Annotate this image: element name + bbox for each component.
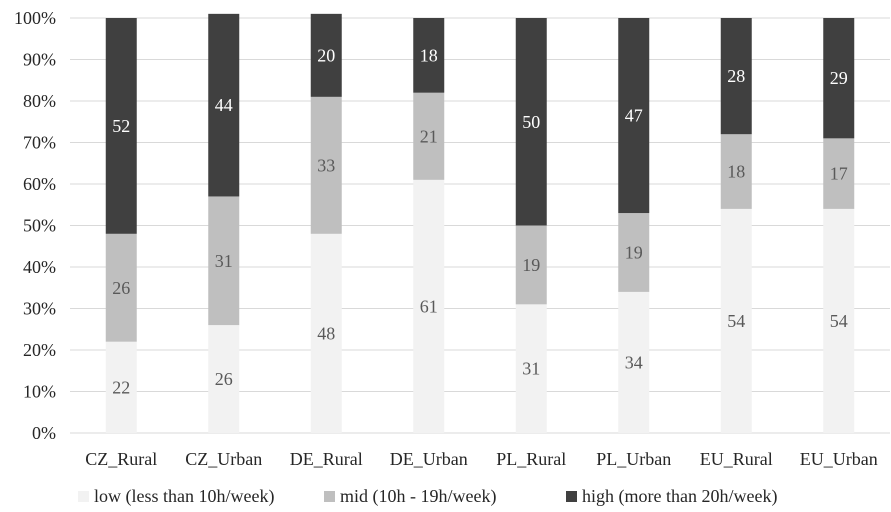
bar-segment	[720, 18, 752, 135]
data-label: 31	[215, 251, 233, 271]
data-label: 28	[727, 66, 745, 86]
y-tick-label: 30%	[23, 299, 56, 319]
bar-segment	[413, 179, 445, 433]
y-tick-label: 60%	[23, 174, 56, 194]
x-category-label: EU_Rural	[700, 449, 773, 469]
y-axis-ticks: 0% 10% 20% 30% 40% 50% 60% 70% 80% 90% 100%	[14, 8, 56, 443]
x-category-label: DE_Urban	[390, 449, 468, 469]
y-tick-label: 80%	[23, 91, 56, 111]
legend-item: low (less than 10h/week)	[78, 486, 274, 507]
data-label: 54	[727, 311, 745, 331]
bar-stack: 54 18 28	[720, 18, 752, 433]
y-tick-label: 20%	[23, 340, 56, 360]
bar-segment	[413, 18, 445, 93]
bar-segment	[823, 208, 855, 433]
x-category-label: PL_Urban	[596, 449, 671, 469]
bar-stack: 26 31 44	[208, 13, 240, 433]
data-label: 21	[420, 126, 438, 146]
y-tick-label: 70%	[23, 133, 56, 153]
data-label: 22	[112, 377, 130, 397]
x-category-label: CZ_Rural	[85, 449, 157, 469]
data-label: 48	[317, 323, 335, 343]
data-label: 54	[830, 311, 848, 331]
legend-label: mid (10h - 19h/week)	[340, 486, 496, 507]
x-category-label: DE_Rural	[290, 449, 363, 469]
bar-segment	[208, 325, 240, 433]
bar-segment	[515, 18, 547, 226]
bar-stack: 48 33 20	[310, 13, 342, 433]
data-label: 26	[215, 369, 233, 389]
data-label: 47	[625, 106, 643, 126]
bar-segment	[310, 13, 342, 97]
x-axis-categories: CZ_Rural CZ_Urban DE_Rural DE_Urban PL_Rural…	[85, 449, 877, 469]
x-category-label: PL_Rural	[496, 449, 566, 469]
bar-segment	[515, 225, 547, 305]
legend-swatch	[566, 491, 577, 502]
bar-stack: 61 21 18	[413, 18, 445, 433]
bar-segment	[105, 18, 137, 234]
data-label: 34	[625, 352, 643, 372]
bar-segment	[618, 291, 650, 433]
data-label: 18	[420, 45, 438, 65]
bar-stack: 22 26 52	[105, 18, 137, 433]
bar-segment	[823, 138, 855, 209]
x-category-label: CZ_Urban	[185, 449, 262, 469]
bar-segment	[720, 134, 752, 209]
legend-label: high (more than 20h/week)	[582, 486, 777, 507]
bar-segment	[208, 196, 240, 326]
y-tick-label: 90%	[23, 50, 56, 70]
data-label: 17	[830, 164, 848, 184]
data-label: 31	[522, 359, 540, 379]
data-label: 61	[420, 296, 438, 316]
bars: 22 26 52 26 31 44 48 33 20 61 21 18 31 19 50 34 19 47 54 18…	[105, 13, 855, 433]
bar-segment	[515, 304, 547, 433]
bar-segment	[208, 13, 240, 197]
y-tick-label: 0%	[32, 423, 56, 443]
data-label: 19	[625, 242, 643, 262]
y-tick-label: 100%	[14, 8, 56, 28]
legend-item: mid (10h - 19h/week)	[324, 486, 496, 507]
legend: low (less than 10h/week) mid (10h - 19h/w…	[78, 486, 777, 507]
data-label: 52	[112, 116, 130, 136]
bar-segment	[310, 233, 342, 433]
data-label: 26	[112, 278, 130, 298]
x-category-label: EU_Urban	[800, 449, 878, 469]
data-label: 20	[317, 45, 335, 65]
bar-segment	[105, 233, 137, 342]
bar-stack: 34 19 47	[618, 18, 650, 433]
bar-segment	[720, 208, 752, 433]
data-label: 50	[522, 112, 540, 132]
legend-swatch	[78, 491, 89, 502]
bar-segment	[618, 18, 650, 214]
y-tick-label: 50%	[23, 216, 56, 236]
legend-item: high (more than 20h/week)	[566, 486, 777, 507]
data-label: 44	[215, 95, 233, 115]
bar-stack: 31 19 50	[515, 18, 547, 433]
y-tick-label: 40%	[23, 257, 56, 277]
data-label: 33	[317, 155, 335, 175]
bar-segment	[618, 213, 650, 292]
legend-swatch	[324, 491, 335, 502]
legend-label: low (less than 10h/week)	[94, 486, 274, 507]
data-label: 19	[522, 255, 540, 275]
data-label: 29	[830, 68, 848, 88]
bar-segment	[310, 96, 342, 234]
bar-segment	[413, 92, 445, 180]
bar-segment	[105, 341, 137, 433]
bar-segment	[823, 18, 855, 139]
gridlines	[70, 17, 890, 434]
y-tick-label: 10%	[23, 382, 56, 402]
data-label: 18	[727, 162, 745, 182]
bar-stack: 54 17 29	[823, 18, 855, 433]
